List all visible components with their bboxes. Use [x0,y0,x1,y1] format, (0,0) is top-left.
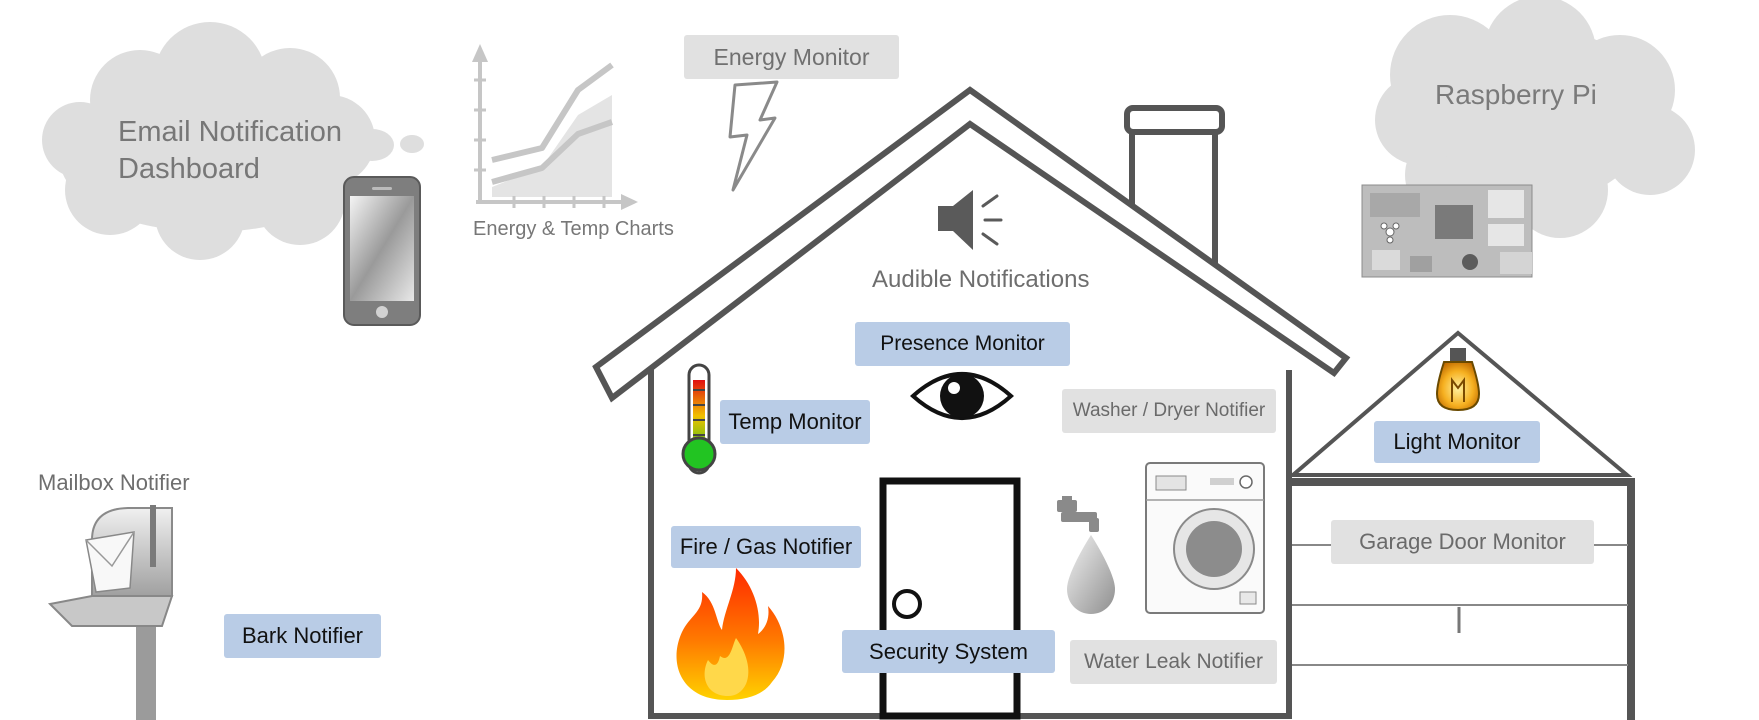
washing-machine-icon [1145,462,1265,614]
audible-notifications-label: Audible Notifications [872,266,1090,293]
bark-notifier-label: Bark Notifier [224,614,381,658]
faucet-icon [1057,496,1099,532]
temp-monitor-label: Temp Monitor [720,400,870,444]
cloud-icon [42,22,424,260]
speaker-icon [938,190,1003,250]
washer-dryer-notifier-label: Washer / Dryer Notifier [1062,389,1276,433]
line-chart-icon [472,44,638,210]
eye-icon [910,372,1014,420]
email-dashboard-label: Email Notification Dashboard [118,114,342,188]
water-drop-icon [1067,535,1115,614]
energy-temp-charts-label: Energy & Temp Charts [473,218,674,240]
water-leak-notifier-label: Water Leak Notifier [1070,640,1277,684]
light-monitor-label: Light Monitor [1374,421,1540,463]
energy-monitor-label: Energy Monitor [684,35,899,79]
email-dashboard-line2: Dashboard [118,153,260,185]
email-dashboard-line1: Email Notification [118,116,343,148]
garage-door-monitor-label: Garage Door Monitor [1331,520,1594,564]
smartphone-icon [343,176,421,326]
presence-monitor-label: Presence Monitor [855,322,1070,366]
raspberry-pi-label: Raspberry Pi [1435,79,1597,110]
lightning-bolt-icon [728,80,779,192]
flame-icon [676,568,785,700]
light-bulb-icon [1435,348,1481,412]
mailbox-icon [47,505,174,720]
thermometer-icon [681,363,717,475]
security-system-label: Security System [842,630,1055,673]
circuit-board-icon [1361,184,1533,278]
door-icon [879,477,1021,720]
cloud-icon [1375,0,1695,238]
mailbox-notifier-label: Mailbox Notifier [38,470,190,495]
fire-gas-notifier-label: Fire / Gas Notifier [671,526,861,568]
